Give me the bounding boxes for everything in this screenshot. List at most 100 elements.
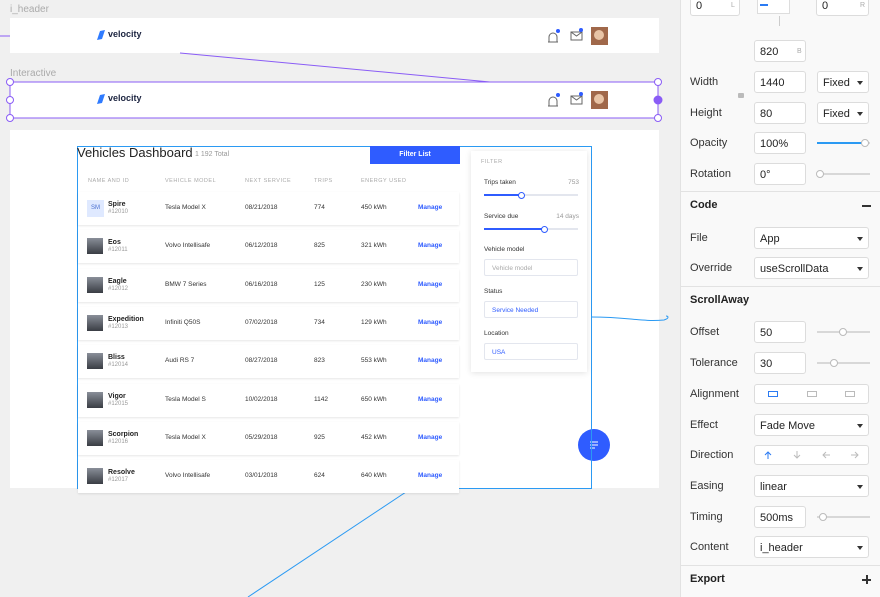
vehicle-model: Volvo Intellisafe [165, 472, 211, 480]
section-title: Export [690, 573, 725, 585]
field-input[interactable]: Service Needed [484, 301, 578, 318]
vehicle-id: #12017 [108, 477, 129, 484]
manage-link[interactable]: Manage [418, 395, 443, 403]
slider-knob[interactable] [540, 225, 548, 233]
field-label: Vehicle model [484, 246, 525, 253]
vehicle-id: #12011 [108, 247, 128, 254]
next-service: 10/02/2018 [245, 395, 278, 403]
align-option[interactable] [806, 391, 817, 397]
slider-knob[interactable] [517, 191, 525, 199]
manage-link[interactable]: Manage [418, 433, 443, 441]
property-input[interactable]: 80 [754, 102, 806, 124]
dropdown[interactable]: useScrollData [754, 257, 869, 279]
next-service: 08/21/2018 [245, 204, 278, 211]
energy: 450 kWh [361, 204, 387, 211]
vehicle-model: Infiniti Q50S [165, 318, 201, 326]
logo-text: velocity [108, 29, 142, 39]
manage-link[interactable]: Manage [418, 280, 443, 288]
field-label: Alignment [690, 388, 739, 400]
field-label: Override [690, 262, 733, 274]
direction-option[interactable] [764, 451, 772, 459]
position-input[interactable]: 0 [690, 0, 740, 16]
column-header: NEXT SERVICE [245, 178, 292, 184]
position-unit: L [731, 2, 735, 9]
align-option[interactable] [768, 391, 779, 397]
trips: 925 [314, 433, 325, 441]
dropdown[interactable]: Fixed [817, 102, 869, 124]
dropdown[interactable]: linear [754, 475, 869, 497]
property-input[interactable]: 100% [754, 132, 806, 154]
slider-fill [817, 142, 865, 144]
position-input[interactable]: 0 [816, 0, 869, 16]
slider-value: 753 [568, 179, 579, 186]
slider-knob[interactable] [839, 328, 847, 336]
row-card [78, 268, 459, 302]
slider-fill [484, 228, 544, 230]
energy: 553 kWh [361, 357, 387, 365]
slider-knob[interactable] [816, 170, 824, 178]
row-card [78, 306, 459, 340]
manage-link[interactable]: Manage [418, 204, 443, 211]
row-card [78, 421, 459, 455]
field-input[interactable]: 30 [754, 352, 806, 374]
field-label: Direction [690, 449, 734, 461]
slider-label: Service due [484, 213, 519, 220]
field-input[interactable]: 50 [754, 321, 806, 343]
slider-label: Trips taken [484, 179, 516, 186]
dropdown[interactable]: Fixed [817, 71, 869, 93]
dropdown[interactable]: App [754, 227, 869, 249]
property-label: Rotation [690, 168, 731, 180]
total-count: 1 192 Total [195, 151, 230, 158]
dropdown[interactable]: i_header [754, 536, 869, 558]
dropdown[interactable]: Fade Move [754, 414, 869, 436]
field-input[interactable]: 500ms [754, 506, 806, 528]
thumb [87, 429, 103, 446]
field-label: Tolerance [690, 357, 738, 369]
header-icons [548, 31, 583, 107]
frame-label: i_header [10, 4, 49, 15]
property-input[interactable]: 1440 [754, 71, 806, 93]
vehicle-id: #12016 [108, 438, 129, 445]
manage-link[interactable]: Manage [418, 357, 443, 365]
next-service: 05/29/2018 [245, 433, 278, 441]
section-title: Code [690, 199, 718, 211]
lock-icon [738, 93, 744, 98]
slider-knob[interactable] [861, 139, 869, 147]
slider-knob[interactable] [819, 513, 827, 521]
vehicle-model: Tesla Model S [165, 395, 206, 403]
manage-link[interactable]: Manage [418, 242, 443, 250]
field-label: Timing [690, 511, 723, 523]
direction-option[interactable] [850, 451, 859, 459]
handles [6, 78, 663, 122]
vehicle-name: Eos [108, 239, 121, 247]
manage-link[interactable]: Manage [418, 318, 443, 326]
position-input[interactable]: 820 [754, 40, 806, 62]
slider-knob[interactable] [830, 359, 838, 367]
thumb [87, 276, 103, 293]
field-input[interactable]: Vehicle model [484, 259, 578, 276]
direction-option[interactable] [793, 451, 801, 459]
collapse-icon[interactable] [862, 205, 871, 207]
filter-panel [471, 151, 587, 372]
trips: 1142 [314, 395, 328, 403]
filter-button[interactable]: Filter List [370, 146, 460, 164]
align-option[interactable] [844, 391, 855, 397]
direction-option[interactable] [822, 451, 830, 459]
field-input[interactable]: USA [484, 343, 578, 360]
property-input[interactable]: 0° [754, 163, 806, 185]
row-card [78, 230, 459, 264]
thumb [87, 314, 103, 331]
vehicle-name: Resolve [108, 469, 135, 477]
next-service: 03/01/2018 [245, 472, 278, 480]
connector [179, 52, 491, 83]
energy: 129 kWh [361, 318, 387, 326]
vehicle-id: #12012 [108, 285, 129, 292]
vehicle-model: BMW 7 Series [165, 280, 207, 288]
manage-link[interactable]: Manage [418, 472, 443, 480]
vehicle-model: Audi RS 7 [165, 357, 195, 365]
vehicle-name: Spire [108, 201, 126, 208]
slider-track [817, 362, 870, 364]
trips: 823 [314, 357, 325, 365]
next-service: 08/27/2018 [245, 357, 278, 365]
vehicle-name: Vigor [108, 392, 126, 400]
